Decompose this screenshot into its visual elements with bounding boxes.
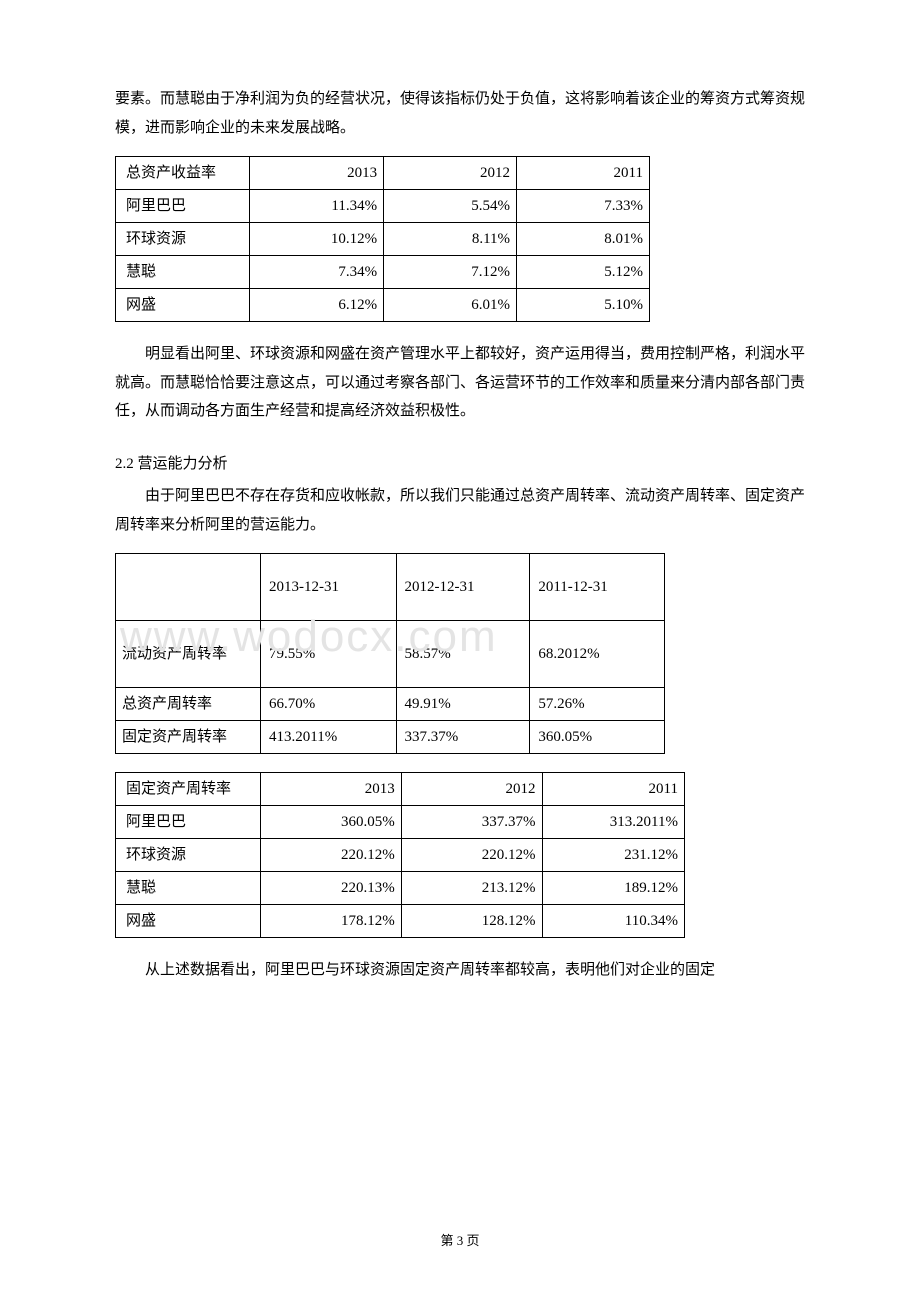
table-row: 总资产周转率 66.70% 49.91% 57.26% (116, 688, 665, 721)
cell: 220.12% (260, 839, 401, 872)
cell-header: 总资产收益率 (116, 157, 250, 190)
cell: 阿里巴巴 (116, 190, 250, 223)
cell: 5.12% (517, 256, 650, 289)
table-row: 网盛 6.12% 6.01% 5.10% (116, 289, 650, 322)
document-page: 要素。而慧聪由于净利润为负的经营状况，使得该指标仍处于负值，这将影响着该企业的筹… (0, 0, 920, 1302)
cell-header: 2011-12-31 (530, 554, 665, 621)
cell: 6.12% (250, 289, 384, 322)
cell-header: 2012-12-31 (396, 554, 530, 621)
cell: 313.2011% (542, 806, 685, 839)
cell: 5.10% (517, 289, 650, 322)
cell: 189.12% (542, 872, 685, 905)
table-row: 阿里巴巴 11.34% 5.54% 7.33% (116, 190, 650, 223)
cell: 慧聪 (116, 872, 261, 905)
table-turnover: 2013-12-31 2012-12-31 2011-12-31 流动资产周转率… (115, 553, 665, 754)
cell: 环球资源 (116, 839, 261, 872)
cell: 6.01% (384, 289, 517, 322)
cell: 110.34% (542, 905, 685, 938)
paragraph-2: 明显看出阿里、环球资源和网盛在资产管理水平上都较好，资产运用得当，费用控制严格，… (115, 340, 805, 426)
cell: 337.37% (396, 721, 530, 754)
cell: 58.57% (396, 621, 530, 688)
cell: 网盛 (116, 289, 250, 322)
cell-header: 2013 (250, 157, 384, 190)
cell-header: 2012 (401, 773, 542, 806)
cell: 231.12% (542, 839, 685, 872)
table-row: 2013-12-31 2012-12-31 2011-12-31 (116, 554, 665, 621)
cell: 环球资源 (116, 223, 250, 256)
cell-header: 2013 (260, 773, 401, 806)
cell: 网盛 (116, 905, 261, 938)
table-row: 环球资源 220.12% 220.12% 231.12% (116, 839, 685, 872)
cell: 慧聪 (116, 256, 250, 289)
cell: 360.05% (530, 721, 665, 754)
cell: 337.37% (401, 806, 542, 839)
paragraph-1: 要素。而慧聪由于净利润为负的经营状况，使得该指标仍处于负值，这将影响着该企业的筹… (115, 85, 805, 142)
cell: 7.34% (250, 256, 384, 289)
cell: 11.34% (250, 190, 384, 223)
cell: 220.12% (401, 839, 542, 872)
cell: 79.55% (261, 621, 396, 688)
section-heading: 2.2 营运能力分析 (115, 450, 805, 479)
cell: 7.33% (517, 190, 650, 223)
cell: 流动资产周转率 (116, 621, 261, 688)
table-row: 总资产收益率 2013 2012 2011 (116, 157, 650, 190)
cell: 360.05% (260, 806, 401, 839)
cell: 413.2011% (261, 721, 396, 754)
cell-header: 2012 (384, 157, 517, 190)
cell: 8.01% (517, 223, 650, 256)
table-row: 慧聪 220.13% 213.12% 189.12% (116, 872, 685, 905)
cell-header: 固定资产周转率 (116, 773, 261, 806)
cell-header: 2011 (542, 773, 685, 806)
cell: 7.12% (384, 256, 517, 289)
cell: 固定资产周转率 (116, 721, 261, 754)
cell: 总资产周转率 (116, 688, 261, 721)
cell: 68.2012% (530, 621, 665, 688)
cell: 5.54% (384, 190, 517, 223)
cell: 8.11% (384, 223, 517, 256)
cell: 213.12% (401, 872, 542, 905)
cell: 178.12% (260, 905, 401, 938)
cell: 66.70% (261, 688, 396, 721)
cell: 49.91% (396, 688, 530, 721)
table-row: 网盛 178.12% 128.12% 110.34% (116, 905, 685, 938)
cell: 阿里巴巴 (116, 806, 261, 839)
table-row: 慧聪 7.34% 7.12% 5.12% (116, 256, 650, 289)
paragraph-3: 由于阿里巴巴不存在存货和应收帐款，所以我们只能通过总资产周转率、流动资产周转率、… (115, 482, 805, 539)
page-footer: 第 3 页 (0, 1229, 920, 1254)
table-row: 固定资产周转率 413.2011% 337.37% 360.05% (116, 721, 665, 754)
cell-header (116, 554, 261, 621)
cell: 57.26% (530, 688, 665, 721)
cell-header: 2011 (517, 157, 650, 190)
table-fixed-asset-turnover: 固定资产周转率 2013 2012 2011 阿里巴巴 360.05% 337.… (115, 772, 685, 938)
table-row: 环球资源 10.12% 8.11% 8.01% (116, 223, 650, 256)
table-row: 流动资产周转率 79.55% 58.57% 68.2012% (116, 621, 665, 688)
paragraph-4: 从上述数据看出，阿里巴巴与环球资源固定资产周转率都较高，表明他们对企业的固定 (115, 956, 805, 985)
cell-header: 2013-12-31 (261, 554, 396, 621)
cell: 10.12% (250, 223, 384, 256)
table-roa: 总资产收益率 2013 2012 2011 阿里巴巴 11.34% 5.54% … (115, 156, 650, 322)
table-row: 阿里巴巴 360.05% 337.37% 313.2011% (116, 806, 685, 839)
table-row: 固定资产周转率 2013 2012 2011 (116, 773, 685, 806)
cell: 220.13% (260, 872, 401, 905)
cell: 128.12% (401, 905, 542, 938)
